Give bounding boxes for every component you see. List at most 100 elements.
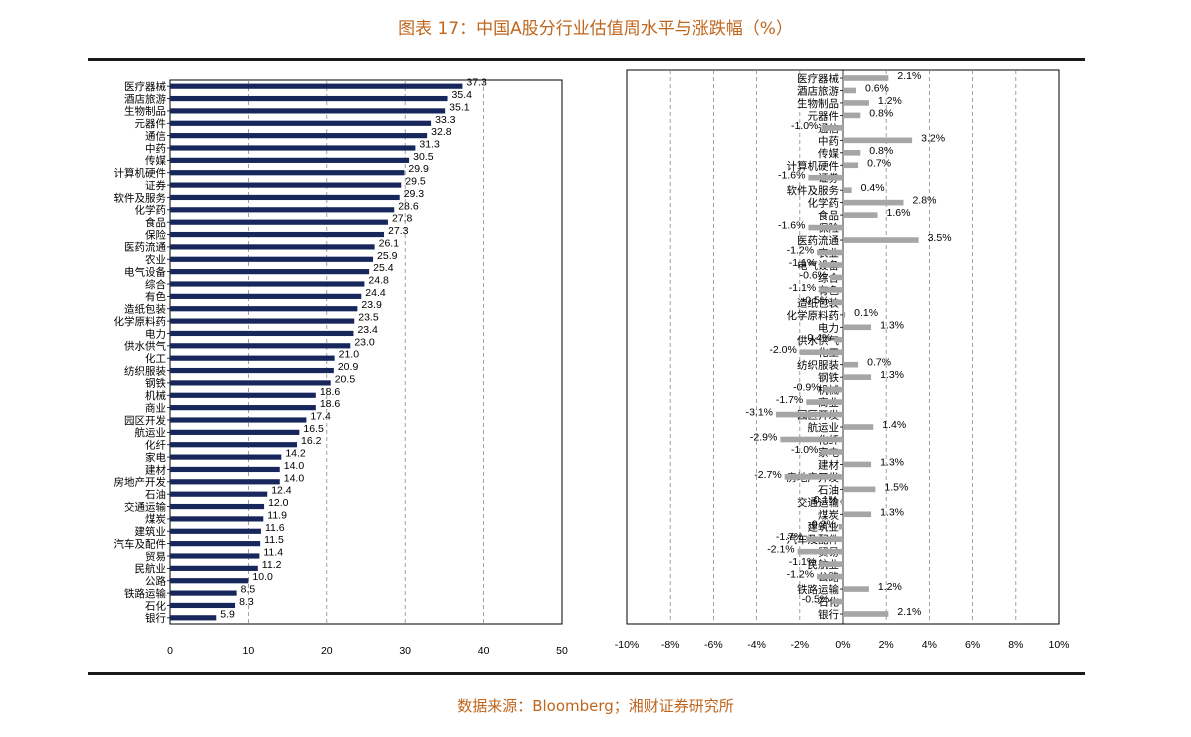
category-label: 有色 (145, 290, 166, 303)
x-tick-label: -8% (661, 639, 680, 651)
category-label: 证券 (145, 179, 166, 192)
category-label: 医疗器械 (797, 72, 839, 85)
category-label: 建筑业 (808, 521, 840, 534)
bar (170, 454, 282, 460)
bar (843, 237, 919, 243)
data-label: 16.5 (303, 423, 324, 435)
data-label: 1.3% (880, 319, 904, 331)
category-label: 汽车及配件 (114, 537, 167, 550)
data-label: -2.1% (767, 544, 794, 556)
bar (170, 417, 307, 423)
bar (170, 343, 351, 349)
bar (170, 503, 265, 510)
bar (170, 231, 385, 238)
data-label: -1.7% (776, 394, 803, 406)
data-label: -0.2% (808, 519, 835, 531)
data-label: 1.2% (878, 95, 902, 107)
category-label: 电气设备 (124, 265, 166, 278)
bar (843, 312, 846, 318)
category-label: 造纸包装 (124, 303, 166, 316)
x-tick-label: 10 (243, 645, 255, 657)
category-label: 石化 (145, 599, 166, 612)
data-label: 14.0 (284, 460, 305, 472)
data-label: 0.6% (865, 82, 889, 94)
category-label: 银行 (145, 612, 166, 625)
x-tick-label: 0% (835, 639, 850, 651)
x-tick-label: 4% (922, 639, 937, 651)
x-tick-label: -4% (747, 639, 766, 651)
category-label: 化学药 (135, 204, 167, 217)
category-label: 供水供气 (124, 340, 166, 353)
category-label: 综合 (145, 278, 166, 291)
bar (170, 207, 395, 213)
bar (808, 174, 843, 181)
data-label: 21.0 (339, 349, 360, 361)
data-label: 24.8 (368, 275, 389, 287)
data-label: -1.0% (791, 444, 818, 456)
category-label: 造纸包装 (797, 296, 839, 309)
data-label: 26.1 (379, 237, 400, 249)
category-label: 酒店旅游 (797, 84, 839, 97)
data-label: 11.2 (262, 559, 282, 571)
category-label: 化学药 (808, 197, 840, 210)
data-label: -1.1% (789, 257, 816, 269)
category-label: 医疗器械 (124, 80, 166, 93)
data-label: 29.5 (405, 176, 426, 188)
bar (806, 536, 843, 543)
bar (170, 367, 334, 374)
category-label: 生物制品 (124, 105, 166, 118)
bar (840, 499, 843, 505)
category-label: 电力 (818, 321, 839, 334)
category-label: 保险 (145, 228, 166, 241)
bar (830, 274, 843, 281)
bar (843, 100, 869, 106)
bar (843, 361, 859, 368)
data-label: 14.0 (284, 472, 305, 484)
data-label: 32.8 (431, 126, 452, 138)
data-label: 23.5 (358, 312, 379, 324)
data-label: -1.1% (789, 282, 816, 294)
data-label: 0.8% (869, 107, 893, 119)
data-label: 37.3 (466, 77, 487, 89)
category-label: 传媒 (145, 154, 166, 167)
bar (170, 120, 432, 126)
category-label: 供水供气 (797, 334, 839, 347)
bar (819, 262, 843, 268)
data-label: -1.6% (778, 220, 805, 232)
data-label: 35.1 (449, 101, 470, 113)
category-label: 贸易 (145, 551, 166, 563)
category-label: 园区开发 (124, 414, 166, 427)
data-label: -0.9% (793, 382, 820, 394)
bar (821, 125, 843, 131)
category-label: 生物制品 (797, 97, 839, 110)
category-label: 铁路运输 (797, 583, 839, 596)
bar (806, 399, 843, 405)
bar (170, 491, 268, 497)
bar (843, 611, 889, 617)
bar (843, 149, 861, 156)
bar (797, 548, 843, 555)
bar (823, 386, 843, 393)
bar (808, 224, 843, 231)
data-label: 2.1% (897, 606, 921, 618)
category-label: 电力 (145, 327, 166, 340)
bar (170, 602, 236, 609)
bar (170, 219, 388, 225)
x-tick-label: 40 (478, 645, 490, 657)
valuation-bar-chart: 0 10 20 30 40 50 医疗器械 37.3 酒店旅游 35.4 生物制品 35.1 元器件 33… (114, 77, 568, 657)
category-label: 元器件 (808, 110, 840, 122)
weekly-change-bar-chart: -10% -8% -6% -4% -2% 0% 2% 4% 6% 8% 10% 医疗器械 2.1% 酒店旅… (615, 69, 1070, 651)
data-label: 12.0 (268, 497, 289, 509)
bottom-rule (88, 672, 1085, 675)
category-label: 交通运输 (124, 500, 166, 513)
bar (843, 137, 913, 144)
bar (834, 336, 843, 343)
category-label: 石油 (818, 483, 839, 496)
data-label: -1.6% (778, 170, 805, 182)
data-label: 2.1% (897, 70, 921, 82)
category-label: 航运业 (135, 426, 167, 439)
bar (843, 187, 852, 193)
x-tick-label: 6% (965, 639, 980, 651)
data-label: -0.1% (810, 494, 837, 506)
bar (170, 442, 298, 448)
